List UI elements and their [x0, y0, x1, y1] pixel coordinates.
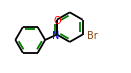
Text: O: O [53, 16, 61, 26]
Text: N: N [52, 31, 60, 41]
Text: Br: Br [87, 31, 97, 41]
